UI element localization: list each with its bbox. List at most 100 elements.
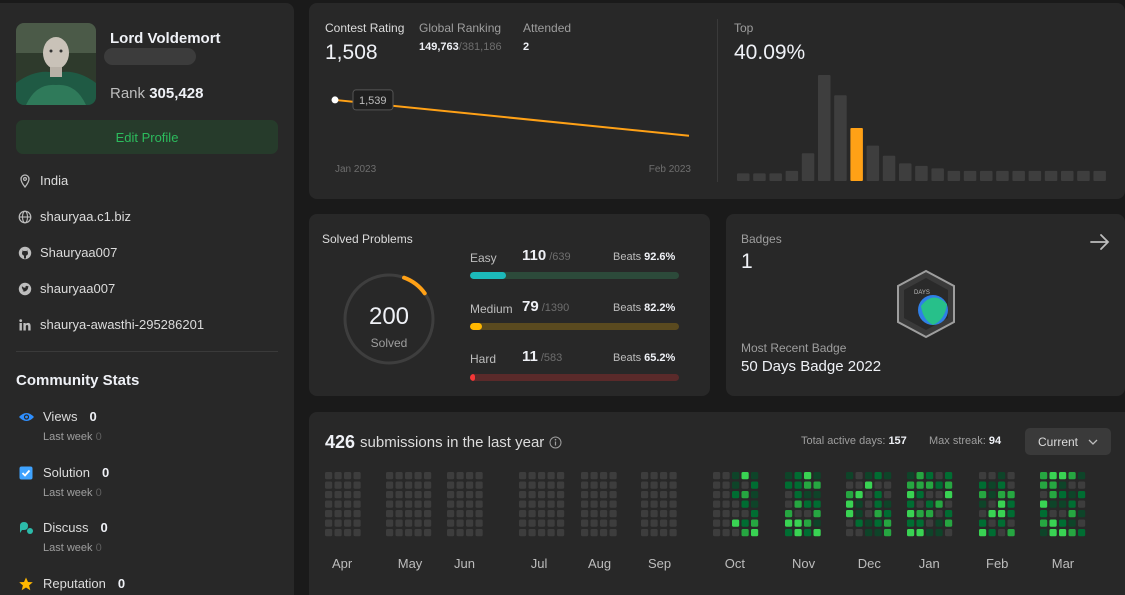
- heatmap-cell[interactable]: [865, 491, 873, 499]
- heatmap-cell[interactable]: [528, 500, 536, 508]
- heatmap-cell[interactable]: [600, 510, 608, 518]
- heatmap-cell[interactable]: [979, 472, 987, 480]
- heatmap-cell[interactable]: [926, 529, 934, 537]
- heatmap-cell[interactable]: [650, 481, 658, 489]
- heatmap-cell[interactable]: [1059, 491, 1067, 499]
- heatmap-cell[interactable]: [1007, 481, 1015, 489]
- twitter-row[interactable]: shauryaa007: [18, 281, 115, 296]
- heatmap-cell[interactable]: [998, 491, 1006, 499]
- heatmap-cell[interactable]: [660, 529, 668, 537]
- heatmap-cell[interactable]: [405, 519, 413, 527]
- heatmap-cell[interactable]: [557, 510, 565, 518]
- heatmap-cell[interactable]: [1059, 510, 1067, 518]
- heatmap-cell[interactable]: [334, 529, 342, 537]
- heatmap-cell[interactable]: [547, 510, 555, 518]
- heatmap-cell[interactable]: [874, 529, 882, 537]
- heatmap-cell[interactable]: [794, 529, 802, 537]
- heatmap-cell[interactable]: [916, 472, 924, 480]
- github-link[interactable]: Shauryaa007: [40, 245, 118, 260]
- heatmap-cell[interactable]: [547, 472, 555, 480]
- distribution-bar[interactable]: [980, 170, 993, 181]
- info-icon[interactable]: [549, 436, 562, 449]
- heatmap-cell[interactable]: [713, 481, 721, 489]
- heatmap-cell[interactable]: [1078, 529, 1086, 537]
- heatmap-cell[interactable]: [813, 519, 821, 527]
- heatmap-cell[interactable]: [386, 510, 394, 518]
- heatmap-cell[interactable]: [741, 510, 749, 518]
- heatmap-cell[interactable]: [475, 529, 483, 537]
- distribution-bar[interactable]: [1061, 170, 1074, 181]
- heatmap-cell[interactable]: [660, 491, 668, 499]
- heatmap-cell[interactable]: [926, 500, 934, 508]
- heatmap-cell[interactable]: [1040, 529, 1048, 537]
- heatmap-cell[interactable]: [528, 529, 536, 537]
- heatmap-cell[interactable]: [519, 519, 527, 527]
- heatmap-cell[interactable]: [475, 481, 483, 489]
- distribution-bar[interactable]: [737, 173, 750, 181]
- heatmap-cell[interactable]: [353, 529, 361, 537]
- heatmap-cell[interactable]: [1049, 519, 1057, 527]
- heatmap-cell[interactable]: [751, 519, 759, 527]
- heatmap-cell[interactable]: [325, 472, 333, 480]
- heatmap-cell[interactable]: [557, 491, 565, 499]
- heatmap-cell[interactable]: [528, 519, 536, 527]
- heatmap-cell[interactable]: [456, 481, 464, 489]
- heatmap-cell[interactable]: [466, 529, 474, 537]
- distribution-bar[interactable]: [1044, 170, 1058, 181]
- heatmap-cell[interactable]: [538, 529, 546, 537]
- heatmap-cell[interactable]: [855, 472, 863, 480]
- heatmap-cell[interactable]: [547, 519, 555, 527]
- heatmap-cell[interactable]: [641, 500, 649, 508]
- heatmap-cell[interactable]: [669, 491, 677, 499]
- heatmap-cell[interactable]: [785, 472, 793, 480]
- heatmap-cell[interactable]: [741, 491, 749, 499]
- heatmap-cell[interactable]: [935, 529, 943, 537]
- heatmap-cell[interactable]: [1007, 500, 1015, 508]
- heatmap-cell[interactable]: [794, 491, 802, 499]
- heatmap-cell[interactable]: [884, 481, 892, 489]
- heatmap-cell[interactable]: [557, 481, 565, 489]
- heatmap-cell[interactable]: [609, 500, 617, 508]
- heatmap-cell[interactable]: [334, 519, 342, 527]
- heatmap-cell[interactable]: [590, 500, 598, 508]
- heatmap-cell[interactable]: [865, 519, 873, 527]
- heatmap-cell[interactable]: [669, 500, 677, 508]
- heatmap-cell[interactable]: [741, 519, 749, 527]
- heatmap-cell[interactable]: [600, 519, 608, 527]
- heatmap-cell[interactable]: [669, 472, 677, 480]
- heatmap-cell[interactable]: [538, 500, 546, 508]
- heatmap-cell[interactable]: [386, 472, 394, 480]
- heatmap-cell[interactable]: [528, 481, 536, 489]
- heatmap-cell[interactable]: [557, 519, 565, 527]
- heatmap-cell[interactable]: [907, 500, 915, 508]
- heatmap-cell[interactable]: [1040, 481, 1048, 489]
- heatmap-cell[interactable]: [945, 510, 953, 518]
- heatmap-cell[interactable]: [926, 491, 934, 499]
- heatmap-cell[interactable]: [813, 491, 821, 499]
- heatmap-cell[interactable]: [650, 500, 658, 508]
- heatmap-cell[interactable]: [456, 500, 464, 508]
- heatmap-cell[interactable]: [475, 510, 483, 518]
- heatmap-cell[interactable]: [424, 491, 432, 499]
- heatmap-cell[interactable]: [846, 472, 854, 480]
- heatmap-cell[interactable]: [916, 481, 924, 489]
- heatmap-cell[interactable]: [945, 500, 953, 508]
- heatmap-cell[interactable]: [547, 500, 555, 508]
- heatmap-cell[interactable]: [660, 519, 668, 527]
- heatmap-cell[interactable]: [660, 510, 668, 518]
- heatmap-cell[interactable]: [1040, 510, 1048, 518]
- heatmap-cell[interactable]: [1078, 519, 1086, 527]
- heatmap-cell[interactable]: [424, 481, 432, 489]
- year-select-dropdown[interactable]: Current: [1025, 428, 1111, 455]
- distribution-bar[interactable]: [818, 75, 831, 181]
- avatar[interactable]: [16, 23, 96, 105]
- heatmap-cell[interactable]: [447, 500, 455, 508]
- heatmap-cell[interactable]: [732, 510, 740, 518]
- heatmap-cell[interactable]: [813, 500, 821, 508]
- heatmap-cell[interactable]: [813, 472, 821, 480]
- heatmap-cell[interactable]: [846, 500, 854, 508]
- heatmap-cell[interactable]: [732, 481, 740, 489]
- heatmap-cell[interactable]: [855, 491, 863, 499]
- arrow-right-icon[interactable]: [1088, 230, 1112, 254]
- heatmap-cell[interactable]: [1068, 472, 1076, 480]
